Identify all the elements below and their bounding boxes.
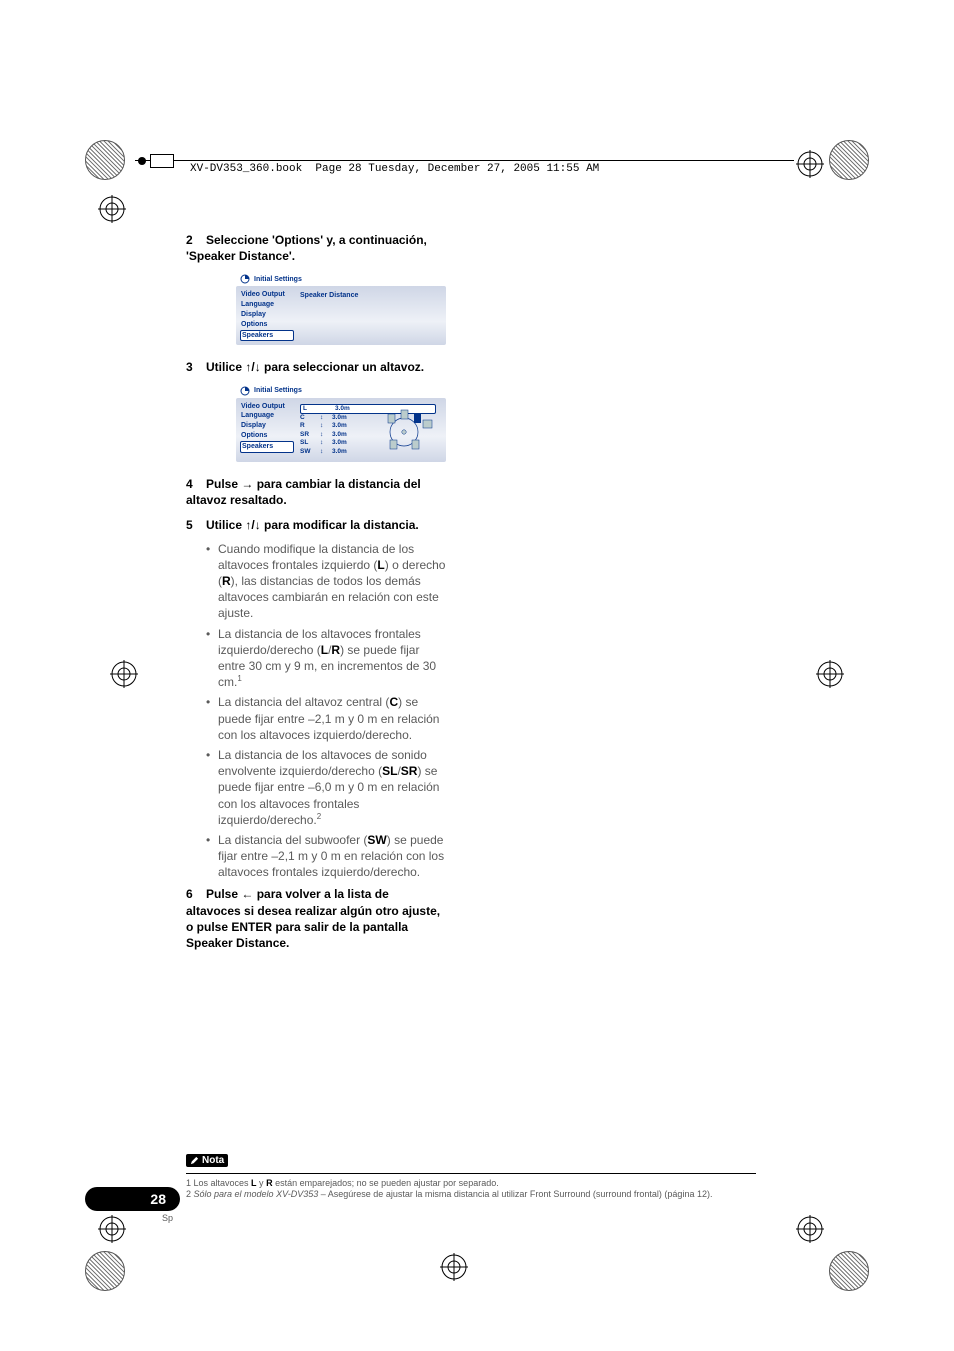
step-5-title: 5Utilice ↑/↓ para modificar la distancia…: [186, 517, 446, 533]
right-arrow-icon: →: [241, 477, 253, 491]
osd-screenshot-2: Initial Settings Video Output Language D…: [236, 384, 446, 463]
reg-mark: [98, 1215, 126, 1243]
bullet-item: La distancia del altavoz central (C) se …: [206, 694, 446, 743]
left-arrow-icon: ←: [241, 887, 253, 901]
bullet-item: La distancia de los altavoces frontales …: [206, 626, 446, 691]
note-badge: Nota: [186, 1154, 228, 1167]
header-filename: XV-DV353_360.book: [190, 163, 302, 175]
page-number-badge: 28: [85, 1187, 180, 1211]
bullet-list: Cuando modifique la distancia de los alt…: [206, 541, 446, 881]
footer: Nota 1 Los altavoces L y R están emparej…: [186, 1152, 756, 1201]
reg-mark: [440, 1253, 468, 1281]
speaker-layout-icon: [384, 404, 440, 452]
reg-mark: [110, 660, 138, 688]
footnote-2: 2 Sólo para el modelo XV-DV353 – Asegúre…: [186, 1189, 756, 1201]
reg-mark: [98, 195, 126, 223]
osd-menu: Video Output Language Display Options Sp…: [240, 402, 294, 459]
pencil-icon: [190, 1156, 199, 1165]
reg-mark: [816, 660, 844, 688]
osd-screenshot-1: Initial Settings Video Output Language D…: [236, 272, 446, 345]
osd-menu: Video Output Language Display Options Sp…: [240, 290, 294, 341]
main-column: 2Seleccione 'Options' y, a continuación,…: [186, 232, 446, 959]
footnote-1: 1 Los altavoces L y R están emparejados;…: [186, 1178, 756, 1190]
updown-arrow-icon: ↑/↓: [245, 518, 260, 532]
binding-dot: [138, 157, 146, 165]
osd-title: Initial Settings: [236, 384, 446, 398]
bullet-item: La distancia del subwoofer (SW) se puede…: [206, 832, 446, 881]
corner-hatch-br: [829, 1251, 869, 1291]
bullet-item: La distancia de los altavoces de sonido …: [206, 747, 446, 828]
page-language: Sp: [162, 1213, 173, 1223]
bullet-item: Cuando modifique la distancia de los alt…: [206, 541, 446, 622]
reg-mark: [796, 150, 824, 178]
osd-panel: Speaker Distance: [294, 290, 442, 341]
step-3-title: 3Utilice ↑/↓ para seleccionar un altavoz…: [186, 359, 446, 375]
reg-mark: [796, 1215, 824, 1243]
updown-arrow-icon: ↑/↓: [245, 360, 260, 374]
step-2-title: 2Seleccione 'Options' y, a continuación,…: [186, 232, 446, 264]
corner-hatch-tr: [829, 140, 869, 180]
footer-rule: [186, 1173, 756, 1174]
osd-title: Initial Settings: [236, 272, 446, 286]
binding-bar: [150, 154, 174, 168]
step-4-title: 4Pulse → para cambiar la distancia del a…: [186, 476, 446, 508]
corner-hatch-bl: [85, 1251, 125, 1291]
header-text: XV-DV353_360.book Page 28 Tuesday, Decem…: [190, 163, 599, 175]
corner-hatch-tl: [85, 140, 125, 180]
header-pageinfo: Page 28 Tuesday, December 27, 2005 11:55…: [315, 163, 599, 175]
step-6-title: 6Pulse ← para volver a la lista de altav…: [186, 886, 446, 951]
